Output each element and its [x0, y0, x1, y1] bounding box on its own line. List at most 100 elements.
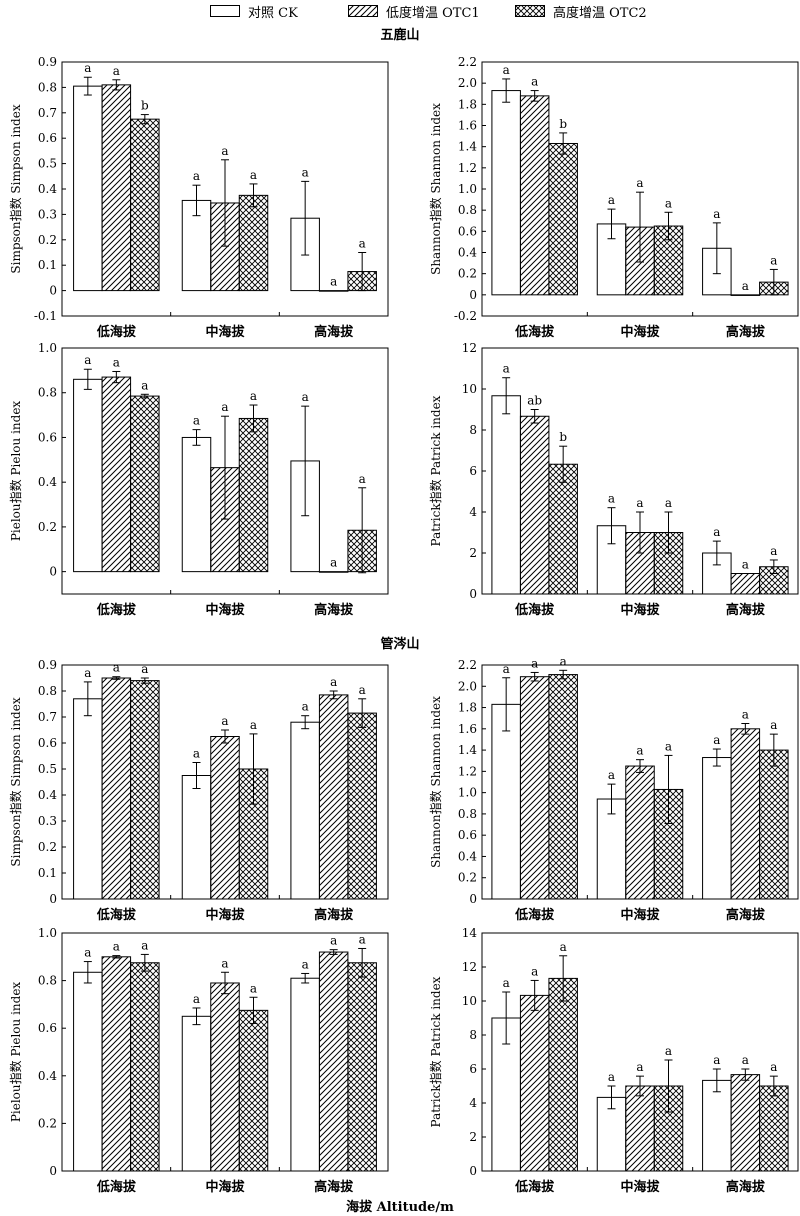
bar-low-otc2 [130, 118, 160, 292]
x-tick-label-high: 高海拔 [726, 1179, 766, 1195]
significance-letter-mid-ck: a [608, 1070, 615, 1084]
significance-letter-high-otc2: a [770, 544, 777, 558]
y-tick-label: 0.4 [458, 849, 477, 863]
x-tick-label-high: 高海拔 [314, 602, 354, 618]
significance-letter-mid-otc1: a [221, 714, 228, 728]
x-tick-label-low: 低海拔 [96, 324, 137, 340]
significance-letter-low-ck: a [503, 662, 510, 676]
bar-mid-ck [181, 1015, 212, 1172]
bar-low-otc2 [548, 142, 578, 296]
significance-letter-high-ck: a [713, 733, 720, 747]
bar-low-otc1 [101, 677, 132, 900]
y-tick-label: 0.6 [38, 131, 57, 145]
y-axis-label: Patrick指数 Patrick index [428, 395, 443, 546]
y-tick-label: 0.4 [38, 475, 57, 489]
bar-low-otc2 [130, 962, 160, 1172]
legend-item-otc2: 高度增温 OTC2 [515, 3, 647, 21]
significance-letter-low-otc1: a [531, 656, 538, 670]
bar-high-otc1 [730, 573, 761, 595]
y-tick-label: 0.5 [38, 157, 57, 171]
significance-letter-mid-ck: a [193, 169, 200, 183]
bar-mid-otc2 [238, 417, 269, 573]
y-tick-label: 2.0 [458, 76, 477, 90]
significance-letter-low-otc2: a [560, 940, 567, 954]
y-tick-label: 14 [462, 926, 478, 940]
y-tick-label: 0.8 [38, 684, 57, 698]
x-tick-label-high: 高海拔 [726, 602, 766, 618]
significance-letter-low-otc1: a [113, 661, 120, 675]
x-tick-label-low: 低海拔 [96, 602, 137, 618]
y-tick-label: 2.2 [458, 658, 477, 672]
legend-item-otc1: 低度增温 OTC1 [348, 3, 480, 21]
y-tick-label: 0.4 [38, 788, 57, 802]
legend-label-otc1: 低度增温 OTC1 [386, 5, 480, 21]
significance-letter-low-otc2: a [141, 938, 148, 952]
y-axis-label: Shannon指数 Shannon index [428, 103, 443, 275]
bar-low-ck [73, 85, 103, 292]
section-title-guanceshan: 管涔山 [380, 637, 420, 652]
y-tick-label: 0.2 [38, 233, 57, 247]
y-tick-label: -0.1 [34, 309, 57, 323]
bar-low-ck [73, 971, 103, 1172]
y-tick-label: 1.4 [458, 140, 477, 154]
y-tick-label: 0 [469, 587, 477, 601]
y-tick-label: 0.7 [38, 710, 57, 724]
y-tick-label: 2 [469, 1130, 477, 1144]
significance-letter-high-otc1: a [742, 558, 749, 572]
y-tick-label: 4 [469, 505, 477, 519]
chart-panel-gcs-simpson: 0 0.1 0.2 0.3 0.4 0.5 0.6 0.7 0.8 0.9 Simpson指数 Si… [8, 658, 389, 923]
y-tick-label: 0.6 [458, 224, 477, 238]
y-tick-label: 0.6 [38, 1021, 57, 1035]
bar-high-otc1 [730, 294, 761, 296]
bar-high-otc1 [318, 951, 349, 1172]
y-tick-label: 0.6 [458, 828, 477, 842]
significance-letter-mid-otc1: a [636, 744, 643, 758]
chart-panel-gcs-pielou: 0 0.2 0.4 0.6 0.8 1.0 Pielou指数 Pielou index 低海拔… [8, 926, 389, 1195]
bar-mid-ck [181, 775, 212, 900]
bar-high-otc1 [318, 290, 349, 292]
y-tick-label: 0.1 [38, 258, 57, 272]
y-tick-label: 8 [469, 1028, 477, 1042]
bar-high-otc2 [759, 1085, 789, 1172]
x-tick-label-high: 高海拔 [726, 907, 766, 923]
chart-panel-wls-simpson: -0.1 0 0.1 0.2 0.3 0.4 0.5 0.6 0.7 0.8 0.9 Simpson指… [8, 55, 389, 340]
y-tick-label: 0.8 [38, 386, 57, 400]
bar-mid-otc1 [210, 736, 240, 900]
significance-letter-high-otc1: a [330, 934, 337, 948]
x-tick-label-mid: 中海拔 [205, 1179, 245, 1195]
y-tick-label: 0.1 [38, 866, 57, 880]
y-tick-label: 0.9 [38, 55, 57, 69]
y-tick-label: 0.9 [38, 658, 57, 672]
y-tick-label: 0.5 [38, 762, 57, 776]
chart-panel-gcs-patrick: 0 2 4 6 8 10 12 14 Patrick指数 Patrick index 低海拔 a a a… [428, 926, 799, 1195]
bar-low-otc1 [519, 994, 550, 1172]
significance-letter-mid-ck: a [608, 193, 615, 207]
y-tick-label: 0 [469, 288, 477, 302]
y-tick-label: 0 [49, 565, 57, 579]
y-tick-label: 0 [49, 892, 57, 906]
y-tick-label: 0 [469, 1164, 477, 1178]
significance-letter-mid-ck: a [608, 768, 615, 782]
y-axis-label: Pielou指数 Pielou index [8, 982, 23, 1123]
legend-label-ck: 对照 CK [248, 5, 298, 21]
y-tick-label: 1.0 [458, 182, 477, 196]
y-tick-label: 0.2 [38, 520, 57, 534]
x-tick-label-low: 低海拔 [514, 602, 555, 618]
significance-letter-low-otc2: a [141, 378, 148, 392]
bar-high-ck [702, 1079, 732, 1172]
significance-letter-high-ck: a [713, 207, 720, 221]
significance-letter-mid-ck: a [193, 414, 200, 428]
y-tick-label: 1.0 [458, 786, 477, 800]
significance-letter-high-otc1: a [330, 675, 337, 689]
x-tick-label-mid: 中海拔 [620, 907, 660, 923]
y-tick-label: 6 [469, 1062, 477, 1076]
significance-letter-high-ck: a [302, 165, 309, 179]
significance-letter-low-otc1: a [531, 964, 538, 978]
y-tick-label: 1.8 [458, 97, 477, 111]
significance-letter-mid-ck: a [193, 992, 200, 1006]
significance-letter-low-otc1: a [113, 64, 120, 78]
y-tick-label: 0.8 [38, 80, 57, 94]
x-tick-label-high: 高海拔 [314, 907, 354, 923]
x-axis-label: 海拔 Altitude/m [346, 1200, 454, 1215]
bar-low-otc2 [130, 680, 160, 900]
